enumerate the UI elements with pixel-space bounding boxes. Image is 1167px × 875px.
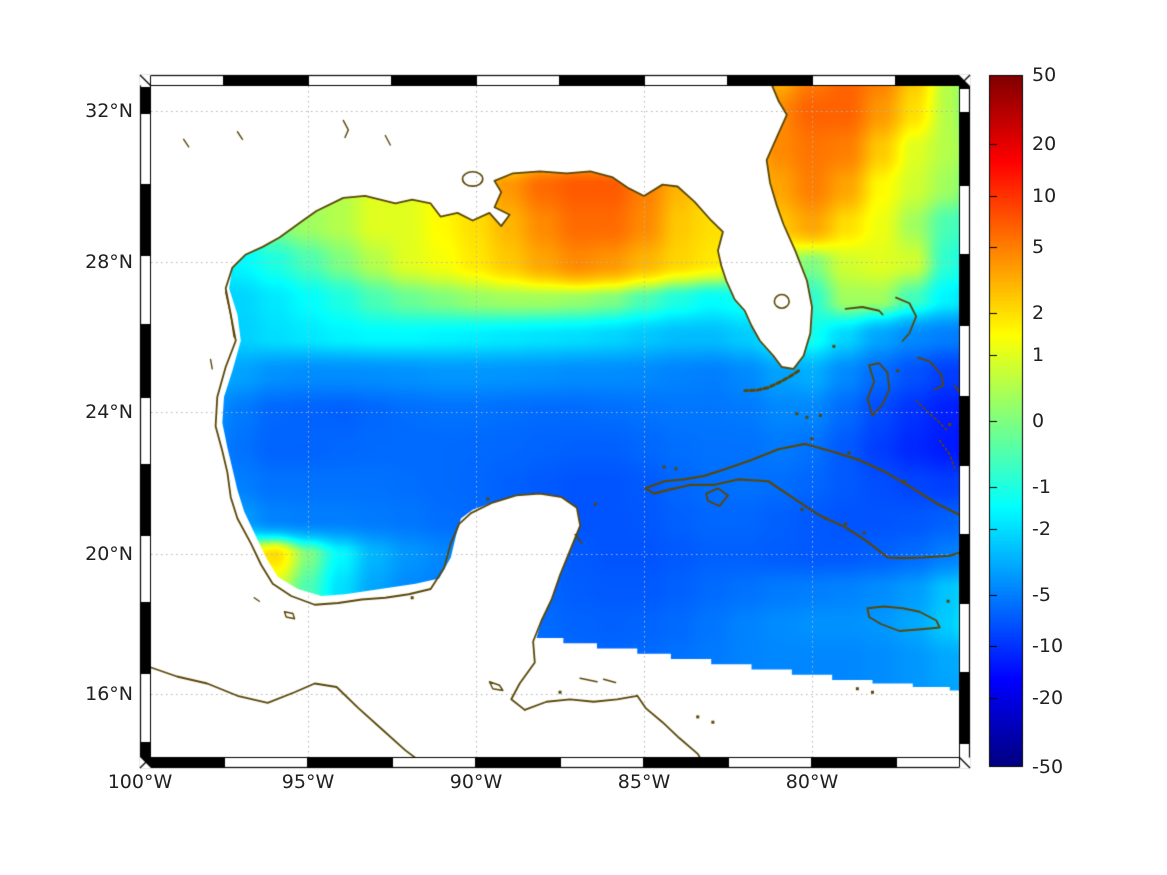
- y-tick-label: 32°N: [85, 100, 133, 122]
- colorbar-tick-label: -20: [1032, 687, 1064, 709]
- x-tick-label: 85°W: [617, 771, 671, 793]
- y-tick-label: 28°N: [85, 251, 133, 273]
- colorbar-tick-label: -5: [1032, 584, 1051, 606]
- colorbar-tick-label: 10: [1032, 185, 1057, 207]
- colorbar-tick-label: 20: [1032, 133, 1057, 155]
- colorbar-tick-label: -10: [1032, 635, 1064, 657]
- colorbar-tick-label: 0: [1032, 410, 1045, 432]
- x-tick-label: 95°W: [281, 771, 335, 793]
- x-tick-label: 80°W: [785, 771, 839, 793]
- colorbar-tick-label: -1: [1032, 476, 1051, 498]
- y-tick-label: 16°N: [85, 683, 133, 705]
- colorbar-tick-label: 1: [1032, 344, 1045, 366]
- y-tick-label: 24°N: [85, 401, 133, 423]
- x-tick-label: 100°W: [107, 771, 173, 793]
- colorbar-tick-label: 2: [1032, 302, 1045, 324]
- y-tick-label: 20°N: [85, 543, 133, 565]
- colorbar-tick-label: 5: [1032, 236, 1045, 258]
- colorbar-tick-label: -50: [1032, 756, 1064, 778]
- colorbar-tick-label: -2: [1032, 518, 1051, 540]
- x-tick-label: 90°W: [449, 771, 503, 793]
- colorbar-tick-label: 50: [1032, 64, 1057, 86]
